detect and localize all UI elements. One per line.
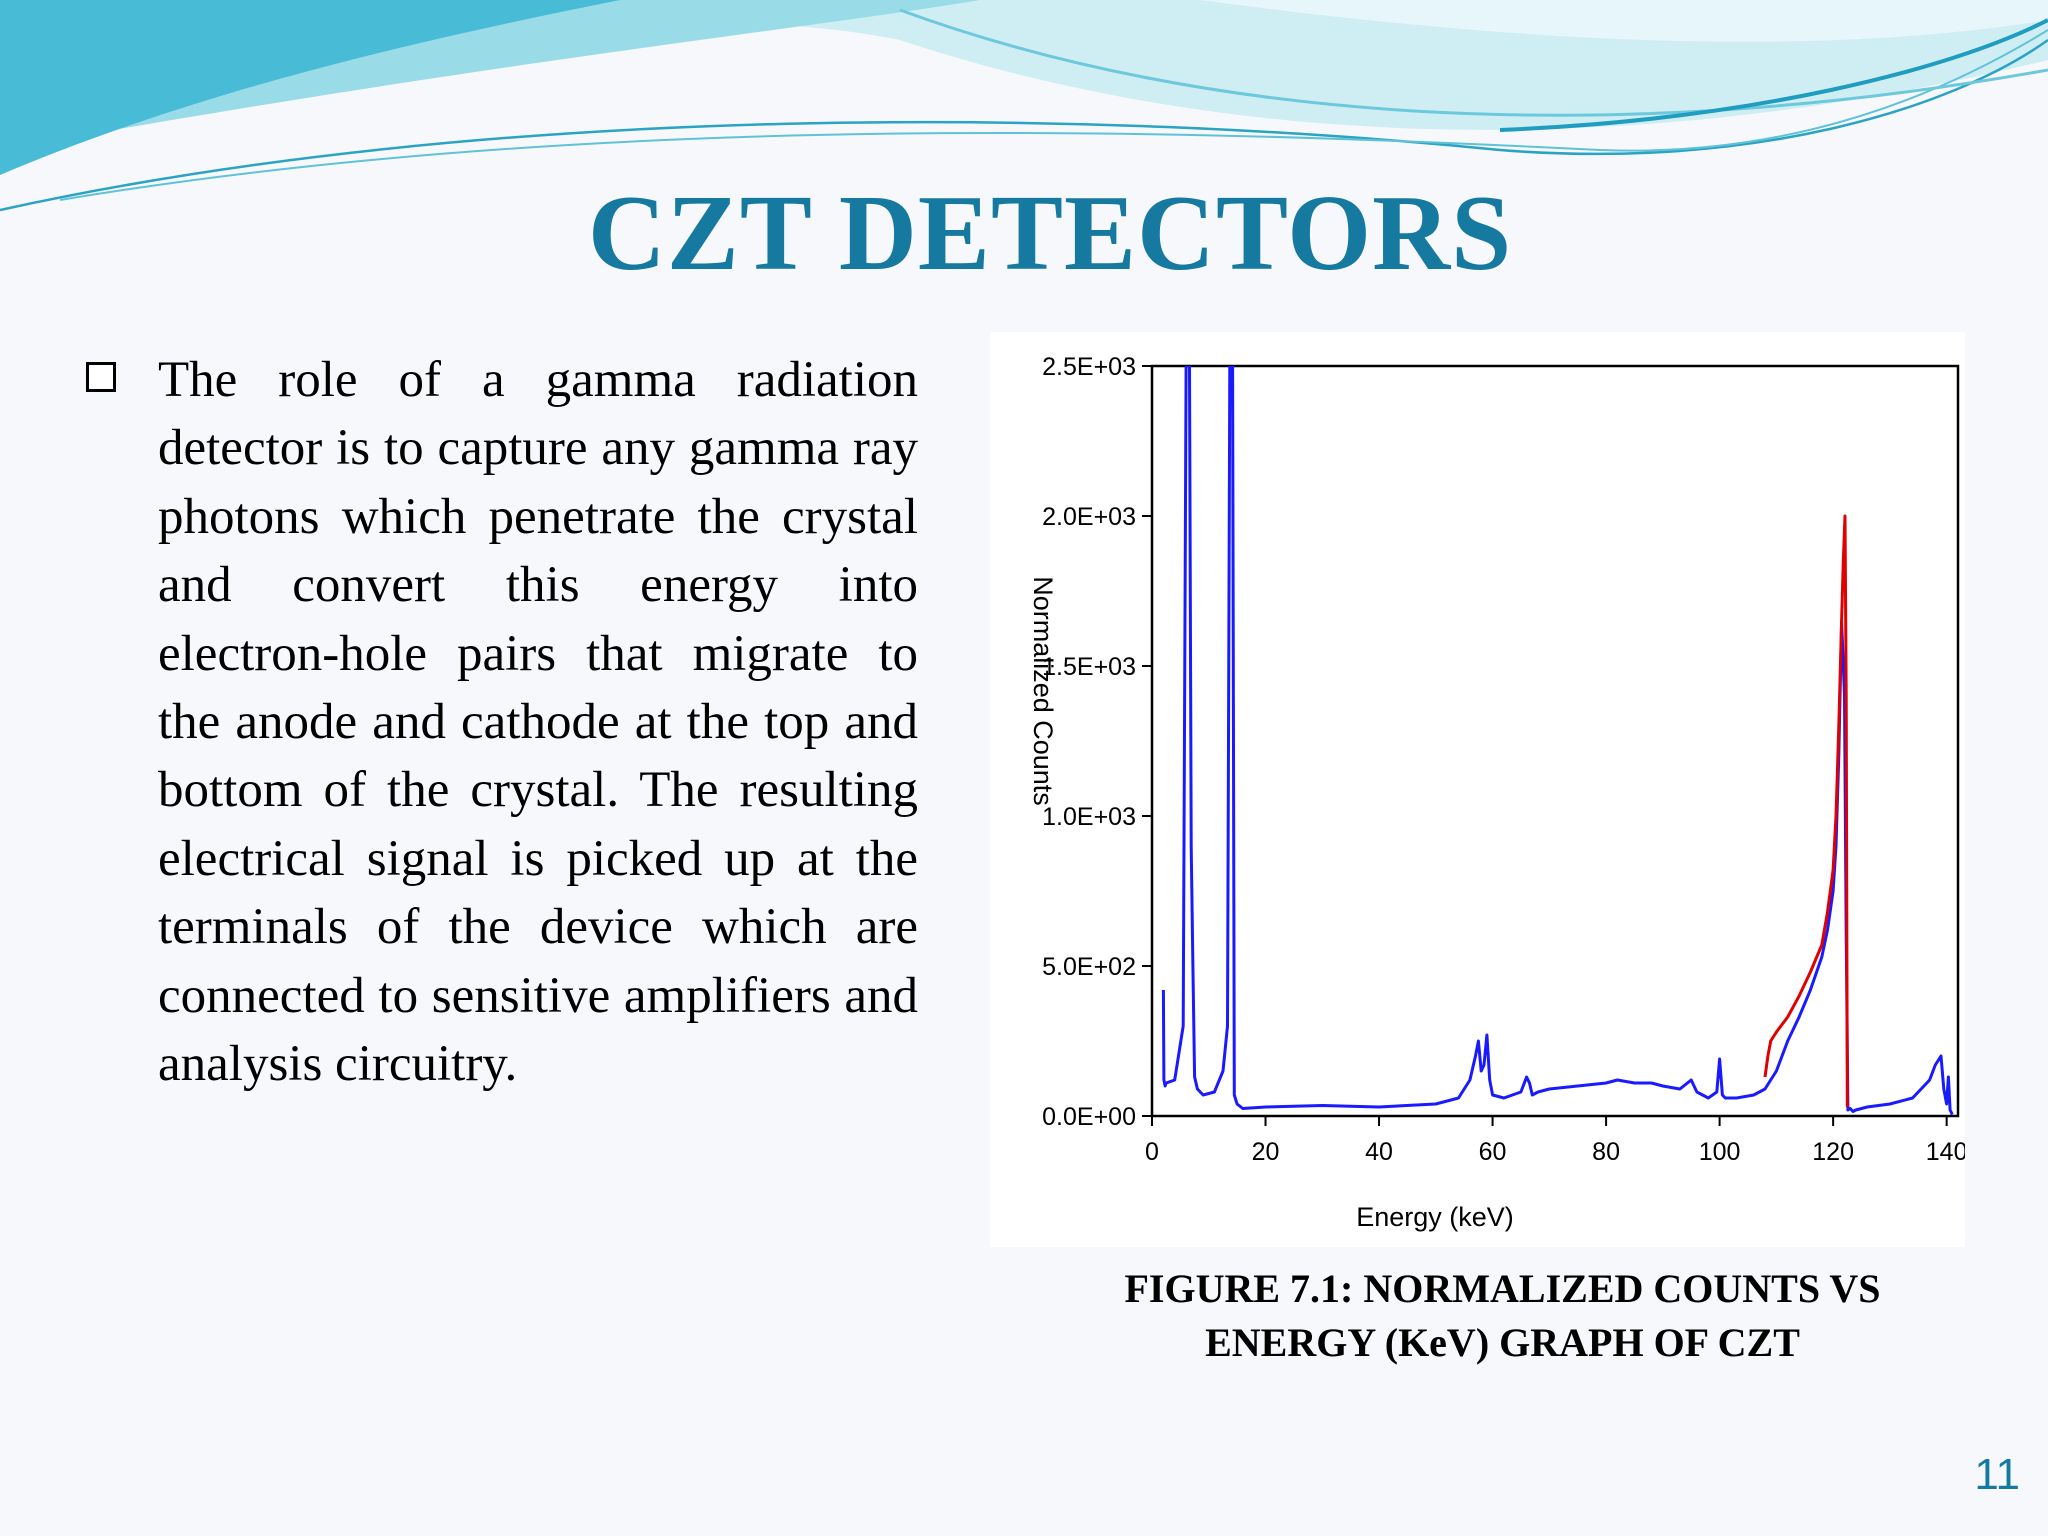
y-axis-title: Normalized Counts — [1028, 576, 1058, 806]
wave-dark-band — [0, 0, 620, 175]
x-tick-label: 80 — [1592, 1138, 1620, 1166]
plot-frame — [1150, 364, 1960, 1118]
figure-caption-line-1: FIGURE 7.1: NORMALIZED COUNTS VS — [1124, 1266, 1881, 1311]
y-tick-label: 2.0E+03 — [1042, 503, 1136, 531]
spectrum-chart: 0.0E+00 5.0E+02 1.0E+03 1.5E+03 2.0E+03 2.5E+… — [990, 332, 1965, 1247]
header-wave-decoration — [0, 0, 2048, 212]
x-tick-label: 40 — [1365, 1138, 1393, 1166]
bullet-paragraph: The role of a gamma radiation detector i… — [158, 352, 918, 1093]
slide-number: 11 — [1974, 1450, 2020, 1499]
x-tick-label: 0 — [1145, 1138, 1159, 1166]
x-tick-label: 100 — [1699, 1138, 1741, 1166]
figure-caption-line-2: ENERGY (KeV) GRAPH OF CZT — [1205, 1320, 1800, 1365]
y-tick-label: 5.0E+02 — [1042, 953, 1136, 981]
spectrum-chart-svg: 0.0E+00 5.0E+02 1.0E+03 1.5E+03 2.0E+03 2.5E+… — [1028, 353, 1965, 1232]
x-axis-title: Energy (keV) — [1356, 1202, 1514, 1232]
spectrum-series-line-2 — [1763, 514, 1849, 1108]
wave-top-right — [1200, 0, 2048, 42]
wave-line-1 — [0, 38, 2048, 212]
y-tick-label: 1.0E+03 — [1042, 803, 1136, 831]
wave-line-4 — [1499, 18, 2048, 132]
x-tick-label: 20 — [1252, 1138, 1280, 1166]
figure-caption: FIGURE 7.1: NORMALIZED COUNTS VS ENERGY … — [1030, 1262, 1975, 1370]
wave-line-2 — [59, 29, 2048, 201]
x-tick-label: 140 — [1926, 1138, 1965, 1166]
y-tick-label: 1.5E+03 — [1042, 653, 1136, 681]
checkbox-bullet-icon — [86, 362, 116, 392]
y-tick-label: 2.5E+03 — [1042, 353, 1136, 381]
slide-title: CZT DETECTORS — [587, 174, 1513, 293]
y-tick-label: 0.0E+00 — [1042, 1103, 1136, 1131]
x-tick-label: 60 — [1479, 1138, 1507, 1166]
wave-line-3 — [899, 8, 2048, 117]
x-tick-label: 120 — [1812, 1138, 1854, 1166]
